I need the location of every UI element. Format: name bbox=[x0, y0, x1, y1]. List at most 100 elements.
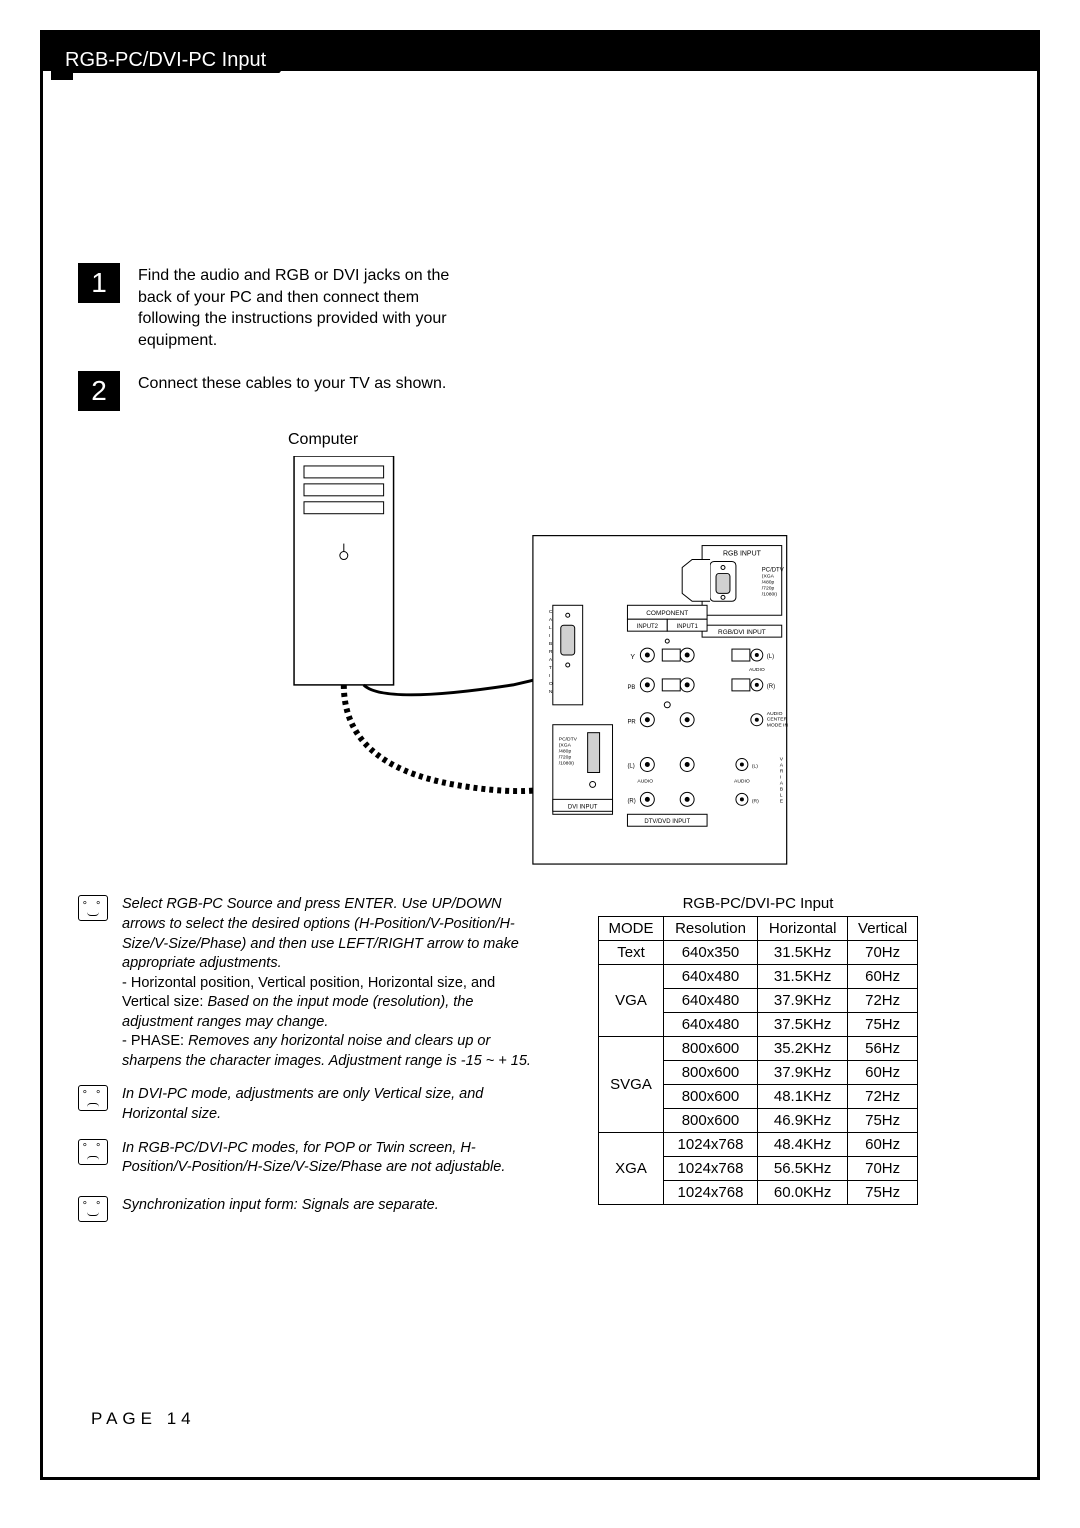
cell: 37.9KHz bbox=[758, 989, 848, 1013]
cell: 60.0KHz bbox=[758, 1181, 848, 1205]
cell: 800x600 bbox=[664, 1109, 758, 1133]
svg-text:O: O bbox=[549, 681, 553, 687]
svg-text:AUDIO: AUDIO bbox=[637, 779, 653, 785]
svg-text:MODE IN: MODE IN bbox=[767, 723, 789, 729]
svg-text:/480p: /480p bbox=[762, 580, 775, 586]
svg-text:T: T bbox=[549, 665, 552, 671]
cell: 75Hz bbox=[848, 1109, 918, 1133]
cell: 70Hz bbox=[848, 941, 918, 965]
note-1-p3-prefix: - PHASE: bbox=[122, 1033, 184, 1049]
smile-icon: ° ° bbox=[78, 895, 108, 921]
cell: 1024x768 bbox=[664, 1133, 758, 1157]
svg-text:(L): (L) bbox=[767, 654, 774, 660]
note-1-p1: Select RGB-PC Source and press ENTER. Us… bbox=[122, 896, 519, 971]
svg-text:(L): (L) bbox=[752, 764, 758, 770]
page-content: 1 Find the audio and RGB or DVI jacks on… bbox=[73, 73, 1007, 1447]
svg-text:I: I bbox=[549, 634, 550, 640]
cell: 75Hz bbox=[848, 1181, 918, 1205]
cell: 46.9KHz bbox=[758, 1109, 848, 1133]
svg-text:INPUT2: INPUT2 bbox=[637, 625, 659, 631]
svg-text:DTV/DVD INPUT: DTV/DVD INPUT bbox=[644, 820, 690, 826]
table-row: XGA1024x76848.4KHz60Hz bbox=[599, 1133, 918, 1157]
cell: 31.5KHz bbox=[758, 941, 848, 965]
svg-text:/720p: /720p bbox=[559, 755, 572, 761]
svg-text:AUDIO: AUDIO bbox=[734, 779, 750, 785]
svg-text:I: I bbox=[549, 673, 550, 679]
svg-text:(R): (R) bbox=[767, 684, 775, 690]
cell: 800x600 bbox=[664, 1061, 758, 1085]
page-number: PAGE 14 bbox=[91, 1409, 196, 1429]
svg-text:(XGA: (XGA bbox=[762, 574, 775, 580]
svg-text:PB: PB bbox=[627, 685, 635, 691]
step-1: 1 Find the audio and RGB or DVI jacks on… bbox=[78, 263, 1002, 351]
svg-text:R: R bbox=[549, 649, 553, 655]
cell: 60Hz bbox=[848, 1061, 918, 1085]
svg-text:/480p: /480p bbox=[559, 749, 572, 755]
th-vertical: Vertical bbox=[848, 917, 918, 941]
note-4-text: Synchronization input form: Signals are … bbox=[122, 1196, 439, 1216]
svg-text:/1080i): /1080i) bbox=[762, 592, 778, 598]
svg-text:CENTER: CENTER bbox=[767, 717, 788, 723]
cell: 37.5KHz bbox=[758, 1013, 848, 1037]
note-2: ° ° In DVI-PC mode, adjustments are only… bbox=[78, 1085, 558, 1124]
cell: 640x350 bbox=[664, 941, 758, 965]
note-3-text: In RGB-PC/DVI-PC modes, for POP or Twin … bbox=[122, 1139, 542, 1178]
step-text-2: Connect these cables to your TV as shown… bbox=[138, 371, 446, 395]
cell: 640x480 bbox=[664, 965, 758, 989]
cell: 800x600 bbox=[664, 1085, 758, 1109]
table-row: VGA640x48031.5KHz60Hz bbox=[599, 965, 918, 989]
cell-mode: SVGA bbox=[599, 1037, 664, 1133]
svg-text:DVI INPUT: DVI INPUT bbox=[568, 805, 598, 811]
note-1: ° ° Select RGB-PC Source and press ENTER… bbox=[78, 895, 558, 1071]
cell: 60Hz bbox=[848, 1133, 918, 1157]
th-horizontal: Horizontal bbox=[758, 917, 848, 941]
smile-icon: ° ° bbox=[78, 1196, 108, 1222]
diagram-label: Computer bbox=[288, 431, 1002, 449]
table-row: Text640x35031.5KHz70Hz bbox=[599, 941, 918, 965]
table-header-row: MODE Resolution Horizontal Vertical bbox=[599, 917, 918, 941]
cell: 1024x768 bbox=[664, 1157, 758, 1181]
cell: 56Hz bbox=[848, 1037, 918, 1061]
cell: 1024x768 bbox=[664, 1181, 758, 1205]
cell: 72Hz bbox=[848, 1085, 918, 1109]
note-4: ° ° Synchronization input form: Signals … bbox=[78, 1196, 558, 1222]
svg-text:/720p: /720p bbox=[762, 586, 775, 592]
step-2: 2 Connect these cables to your TV as sho… bbox=[78, 371, 1002, 411]
svg-text:R: R bbox=[780, 769, 784, 775]
cell-mode: VGA bbox=[599, 965, 664, 1037]
cell: 35.2KHz bbox=[758, 1037, 848, 1061]
svg-text:INPUT1: INPUT1 bbox=[677, 625, 699, 631]
note-1-p3-italic: Removes any horizontal noise and clears … bbox=[122, 1033, 531, 1069]
cell-mode: XGA bbox=[599, 1133, 664, 1205]
svg-text:L: L bbox=[549, 626, 552, 632]
th-resolution: Resolution bbox=[664, 917, 758, 941]
th-mode: MODE bbox=[599, 917, 664, 941]
cell: 72Hz bbox=[848, 989, 918, 1013]
label-pcdtv: PC/DTV bbox=[762, 568, 784, 574]
frown-icon: ° ° bbox=[78, 1139, 108, 1165]
cell-mode: Text bbox=[599, 941, 664, 965]
svg-text:N: N bbox=[549, 689, 553, 695]
cell: 75Hz bbox=[848, 1013, 918, 1037]
cell: 56.5KHz bbox=[758, 1157, 848, 1181]
svg-text:(R): (R) bbox=[627, 799, 635, 805]
svg-text:C: C bbox=[549, 610, 553, 616]
step-number-1: 1 bbox=[78, 263, 120, 303]
cell: 70Hz bbox=[848, 1157, 918, 1181]
cell: 31.5KHz bbox=[758, 965, 848, 989]
svg-text:PR: PR bbox=[627, 720, 636, 726]
cell: 48.4KHz bbox=[758, 1133, 848, 1157]
svg-text:COMPONENT: COMPONENT bbox=[646, 611, 688, 618]
cell: 640x480 bbox=[664, 1013, 758, 1037]
note-3: ° ° In RGB-PC/DVI-PC modes, for POP or T… bbox=[78, 1139, 558, 1178]
note-2-text: In DVI-PC mode, adjustments are only Ver… bbox=[122, 1085, 542, 1124]
svg-text:AUDIO: AUDIO bbox=[767, 711, 783, 717]
step-text-1: Find the audio and RGB or DVI jacks on t… bbox=[138, 263, 468, 351]
svg-text:PC/DTV: PC/DTV bbox=[559, 737, 578, 743]
cell: 640x480 bbox=[664, 989, 758, 1013]
resolution-table-column: RGB-PC/DVI-PC Input MODE Resolution Hori… bbox=[598, 895, 918, 1235]
svg-text:Y: Y bbox=[630, 654, 635, 661]
svg-text:(R): (R) bbox=[752, 799, 759, 805]
table-title: RGB-PC/DVI-PC Input bbox=[598, 895, 918, 912]
svg-text:AUDIO: AUDIO bbox=[749, 667, 765, 673]
